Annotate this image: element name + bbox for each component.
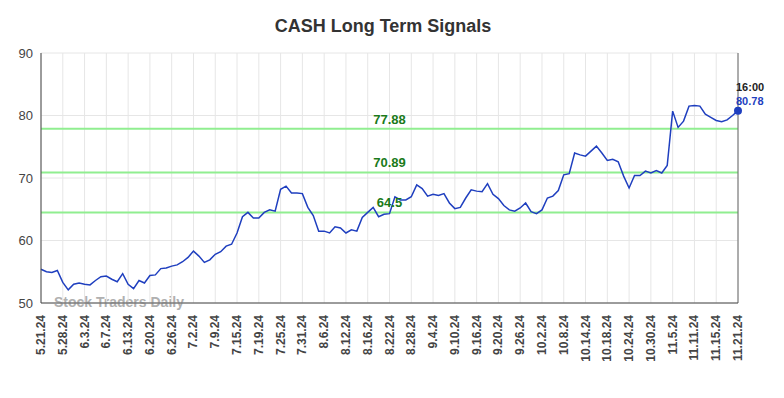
svg-text:5.21.24: 5.21.24 <box>34 315 48 355</box>
svg-text:7.19.24: 7.19.24 <box>252 315 266 355</box>
svg-text:70.89: 70.89 <box>373 155 406 170</box>
svg-text:11.15.24: 11.15.24 <box>709 315 723 361</box>
svg-text:6.26.24: 6.26.24 <box>165 315 179 355</box>
svg-text:5.28.24: 5.28.24 <box>56 315 70 355</box>
svg-text:7.2.24: 7.2.24 <box>186 315 200 349</box>
svg-text:6.20.24: 6.20.24 <box>143 315 157 355</box>
svg-text:64.5: 64.5 <box>377 195 402 210</box>
svg-text:9.4.24: 9.4.24 <box>426 315 440 349</box>
svg-text:8.16.24: 8.16.24 <box>361 315 375 355</box>
svg-text:10.24.24: 10.24.24 <box>622 315 636 362</box>
svg-text:9.16.24: 9.16.24 <box>470 315 484 355</box>
svg-text:6.3.24: 6.3.24 <box>78 315 92 349</box>
svg-text:6.7.24: 6.7.24 <box>99 315 113 349</box>
svg-text:8.22.24: 8.22.24 <box>383 315 397 355</box>
svg-text:11.21.24: 11.21.24 <box>731 315 745 361</box>
html-text:CASH Long Term Signals: CASH Long Term Signals <box>274 16 492 36</box>
svg-text:11.5.24: 11.5.24 <box>666 315 680 355</box>
svg-text:60: 60 <box>19 233 33 248</box>
svg-text:8.12.24: 8.12.24 <box>339 315 353 355</box>
svg-text:9.10.24: 9.10.24 <box>448 315 462 355</box>
svg-text:10.8.24: 10.8.24 <box>557 315 571 355</box>
svg-text:70: 70 <box>19 171 33 186</box>
svg-text:9.26.24: 9.26.24 <box>513 315 527 355</box>
svg-text:90: 90 <box>19 46 33 61</box>
svg-text:80: 80 <box>19 108 33 123</box>
svg-text:10.14.24: 10.14.24 <box>579 315 593 362</box>
svg-text:9.20.24: 9.20.24 <box>491 315 505 355</box>
svg-text:7.9.24: 7.9.24 <box>208 315 222 349</box>
svg-text:50: 50 <box>19 296 33 311</box>
svg-text:11.11.24: 11.11.24 <box>687 315 701 361</box>
html-text:Stock Traders Daily: Stock Traders Daily <box>54 294 184 310</box>
svg-text:7.15.24: 7.15.24 <box>230 315 244 355</box>
svg-text:77.88: 77.88 <box>373 112 406 127</box>
svg-text:7.31.24: 7.31.24 <box>295 315 309 355</box>
svg-text:8.28.24: 8.28.24 <box>404 315 418 355</box>
svg-text:10.2.24: 10.2.24 <box>535 315 549 355</box>
svg-text:8.6.24: 8.6.24 <box>317 315 331 349</box>
svg-text:10.18.24: 10.18.24 <box>600 315 614 362</box>
svg-text:16:00: 16:00 <box>736 81 764 93</box>
svg-text:80.78: 80.78 <box>736 95 764 107</box>
svg-text:7.25.24: 7.25.24 <box>274 315 288 355</box>
svg-text:10.30.24: 10.30.24 <box>644 315 658 362</box>
svg-text:6.13.24: 6.13.24 <box>121 315 135 355</box>
